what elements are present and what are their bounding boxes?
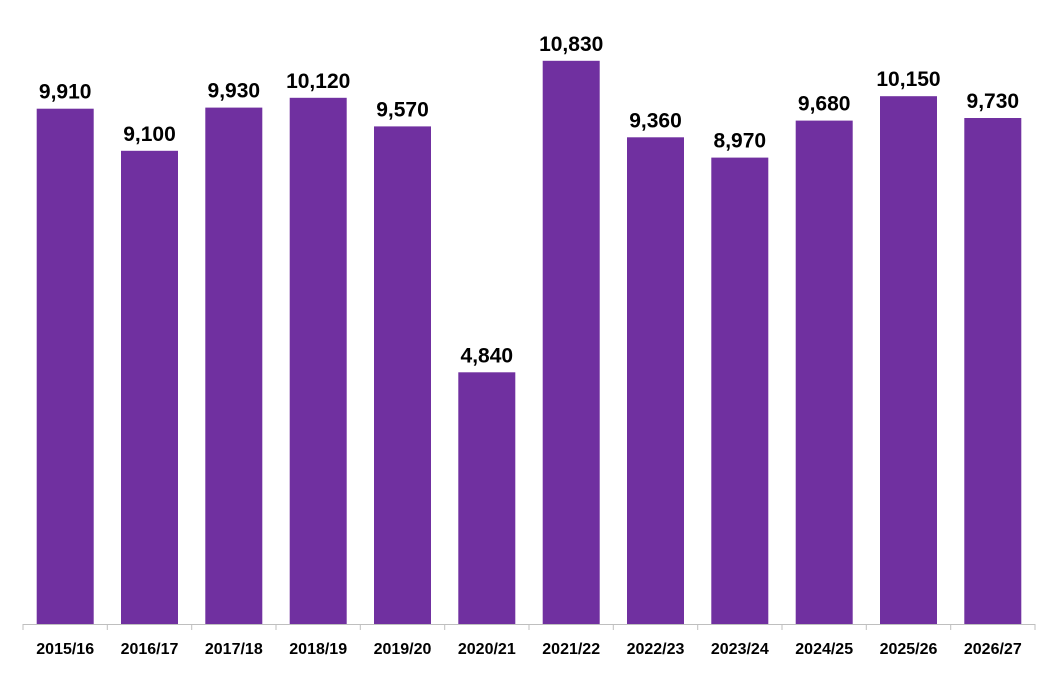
x-axis (22, 624, 1036, 630)
data-label-2017-18: 9,930 (208, 80, 261, 103)
x-tick-label-2017-18: 2017/18 (205, 641, 263, 658)
data-label-2016-17: 9,100 (123, 123, 176, 146)
bar-2016-17 (121, 150, 178, 625)
bar-2025-26 (880, 96, 937, 624)
x-tick-label-2020-21: 2020/21 (458, 641, 516, 658)
data-label-2020-21: 4,840 (461, 344, 514, 367)
x-tick-label-2025-26: 2025/26 (880, 641, 938, 658)
x-tick-label-2026-27: 2026/27 (964, 641, 1022, 658)
data-label-2024-25: 9,680 (798, 93, 851, 116)
bar-2023-24 (711, 157, 769, 624)
bar-2026-27 (964, 118, 1022, 624)
bar-2019-20 (374, 126, 431, 625)
x-tick-label-2018-19: 2018/19 (289, 641, 347, 658)
data-label-2018-19: 10,120 (286, 70, 350, 93)
bar-2021-22 (542, 60, 600, 625)
bar-2020-21 (458, 372, 516, 624)
x-tick-label-2016-17: 2016/17 (121, 641, 179, 658)
x-tick-label-2021-22: 2021/22 (542, 641, 600, 658)
data-label-2015-16: 9,910 (39, 81, 92, 104)
x-tick-label-2019-20: 2019/20 (374, 641, 432, 658)
bar-2018-19 (289, 97, 347, 625)
x-tick-label-2023-24: 2023/24 (711, 641, 769, 658)
data-label-2023-24: 8,970 (714, 130, 767, 153)
x-axis-tick-labels: 2015/16 2016/17 2017/18 2018/19 2019/20 2020/… (36, 641, 1022, 658)
x-tick-label-2022-23: 2022/23 (627, 641, 685, 658)
x-tick-label-2024-25: 2024/25 (795, 641, 853, 658)
bar-2015-16 (36, 108, 94, 624)
bar-2017-18 (205, 107, 263, 625)
bar-2024-25 (795, 120, 853, 624)
bar-2022-23 (627, 137, 684, 625)
bars-group (36, 60, 1022, 625)
data-label-2019-20: 9,570 (376, 98, 429, 121)
data-label-2025-26: 10,150 (876, 68, 940, 91)
x-tick-label-2015-16: 2015/16 (36, 641, 94, 658)
data-label-2026-27: 9,730 (967, 90, 1020, 113)
data-label-2021-22: 10,830 (539, 33, 603, 56)
data-label-2022-23: 9,360 (629, 109, 682, 132)
data-labels-group: 9,910 9,100 9,930 10,120 9,570 4,840 10,830 9,3… (39, 33, 1020, 367)
